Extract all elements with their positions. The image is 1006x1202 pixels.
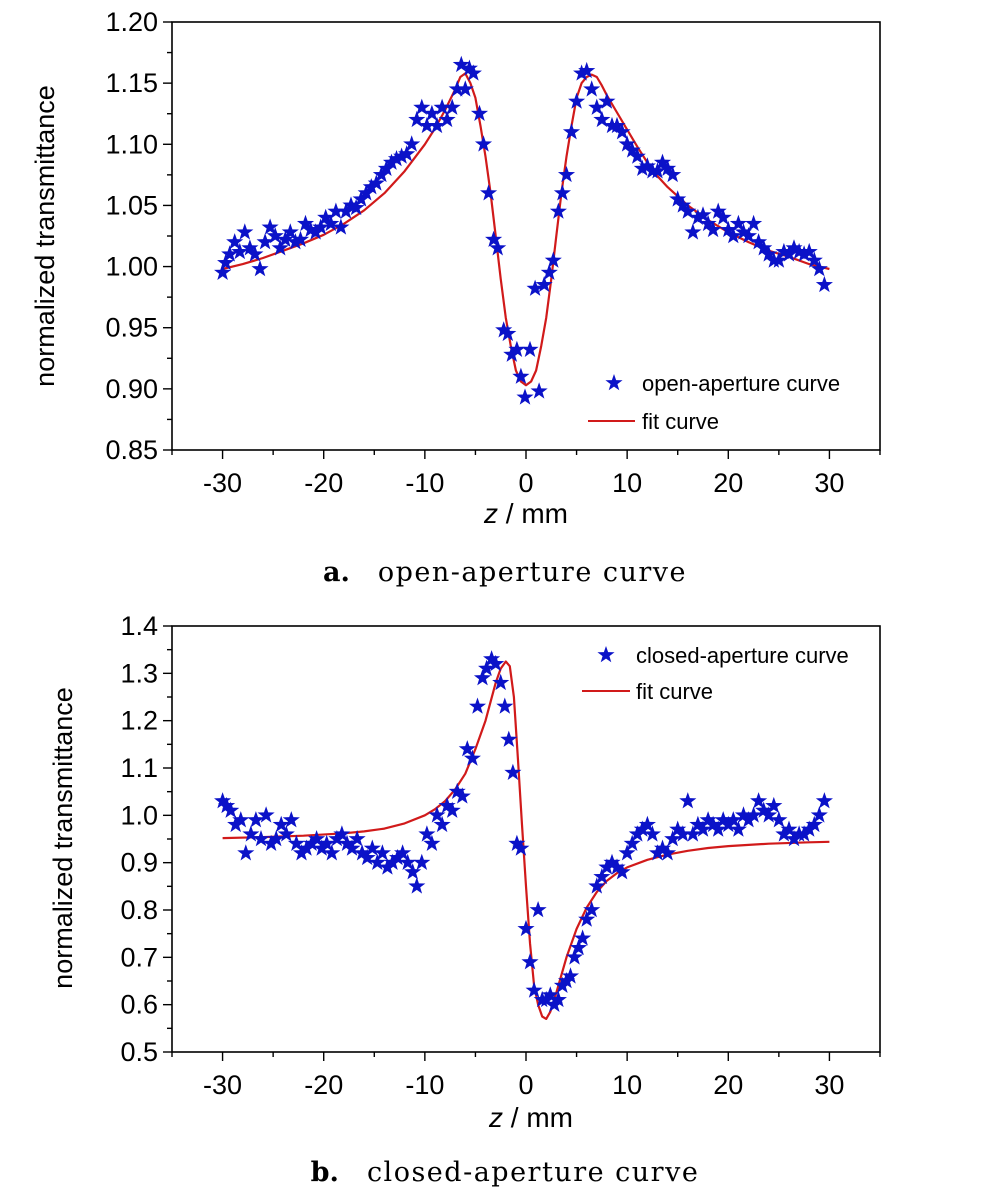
- data-point-star: [468, 697, 487, 714]
- y-tick-label: 1.0: [120, 800, 158, 830]
- data-point-star: [500, 730, 518, 747]
- x-tick-label: -20: [304, 468, 343, 498]
- data-point-star: [525, 981, 543, 998]
- x-ticks: -30 -20 -10 0 10 20 30: [171, 450, 881, 498]
- data-point-star: [745, 214, 763, 232]
- y-tick-label: 1.05: [105, 190, 158, 220]
- x-tick-label: 20: [713, 468, 743, 498]
- data-point-star: [815, 275, 833, 293]
- fit-curve-line: [222, 660, 830, 1020]
- legend-entry-open-aperture: open-aperture curve: [642, 371, 840, 396]
- data-point-star: [815, 792, 833, 809]
- y-axis-label: normalized transmittance: [48, 687, 78, 989]
- x-tick-label: 30: [814, 468, 844, 498]
- data-point-star: [684, 223, 702, 240]
- legend-star-marker: [597, 646, 615, 663]
- legend-entry-fit: fit curve: [636, 679, 713, 704]
- x-tick-label: 0: [518, 1070, 533, 1100]
- x-axis-label: z / mm: [483, 498, 568, 529]
- y-tick-label: 1.3: [120, 658, 158, 688]
- open-aperture-chart: -30 -20 -10 0 10 20 30 0.85 0.90 0.95 1.00 1.05 1.1…: [30, 7, 881, 529]
- data-point-star: [251, 260, 269, 277]
- y-tick-label: 1.20: [105, 7, 158, 37]
- caption-b: b. closed-aperture curve: [311, 1157, 700, 1188]
- y-tick-label: 1.1: [120, 753, 158, 783]
- data-point-star: [562, 123, 581, 140]
- y-tick-label: 0.9: [120, 848, 158, 878]
- y-tick-label: 1.15: [105, 68, 158, 98]
- data-point-star: [236, 223, 254, 240]
- data-point-star: [480, 184, 498, 201]
- x-tick-label: -10: [405, 468, 444, 498]
- data-point-star: [557, 165, 576, 183]
- fit-curve-series: [222, 660, 830, 1020]
- y-tick-label: 0.6: [120, 990, 158, 1020]
- x-tick-label: 10: [612, 1070, 642, 1100]
- legend-star-marker: [605, 374, 623, 391]
- legend-entry-fit: fit curve: [642, 409, 719, 434]
- data-point-star: [521, 340, 539, 357]
- data-point-star: [496, 697, 514, 714]
- x-tick-label: -10: [405, 1070, 444, 1100]
- x-tick-label: -20: [304, 1070, 343, 1100]
- x-tick-label: -30: [203, 468, 242, 498]
- y-tick-label: 0.85: [105, 435, 158, 465]
- y-ticks: 0.85 0.90 0.95 1.00 1.05 1.10 1.15 1.20: [105, 7, 172, 465]
- data-point-star: [237, 844, 255, 861]
- x-tick-label: 0: [518, 468, 533, 498]
- y-tick-label: 1.00: [105, 252, 158, 282]
- open-aperture-series: [214, 55, 833, 405]
- data-point-star: [679, 792, 697, 809]
- closed-aperture-chart: -30 -20 -10 0 10 20 30 0.5 0.6 0.7 0.8 0.9 1.0 1.1 1.…: [48, 611, 881, 1133]
- y-tick-label: 1.2: [120, 706, 158, 736]
- x-tick-label: -30: [203, 1070, 242, 1100]
- data-point-star: [517, 919, 535, 937]
- legend-entry-closed-aperture: closed-aperture curve: [636, 643, 849, 668]
- data-point-star: [521, 953, 539, 970]
- caption-a: a. open-aperture curve: [323, 557, 687, 588]
- data-point-star: [221, 245, 239, 262]
- legend: open-aperture curve fit curve: [588, 371, 840, 434]
- data-point-star: [553, 184, 571, 201]
- data-point-star: [529, 901, 547, 918]
- data-point-star: [568, 92, 586, 109]
- y-axis-label: normalized transmittance: [30, 85, 60, 387]
- legend: closed-aperture curve fit curve: [582, 643, 849, 704]
- data-point-star: [516, 388, 534, 405]
- data-point-star: [583, 80, 601, 97]
- data-point-star: [485, 230, 503, 247]
- y-tick-label: 0.90: [105, 374, 158, 404]
- y-tick-label: 1.4: [120, 611, 158, 641]
- y-tick-label: 1.10: [105, 129, 158, 159]
- x-axis-label: z / mm: [488, 1102, 573, 1133]
- x-ticks: -30 -20 -10 0 10 20 30: [171, 1052, 881, 1100]
- data-point-star: [408, 877, 426, 894]
- y-tick-label: 0.5: [120, 1037, 158, 1067]
- data-point-star: [413, 853, 431, 870]
- y-ticks: 0.5 0.6 0.7 0.8 0.9 1.0 1.1 1.2 1.3 1.4: [120, 611, 172, 1067]
- x-tick-label: 10: [612, 468, 642, 498]
- y-tick-label: 0.95: [105, 313, 158, 343]
- y-tick-label: 0.7: [120, 942, 158, 972]
- x-tick-label: 30: [814, 1070, 844, 1100]
- y-tick-label: 0.8: [120, 895, 158, 925]
- data-point-star: [530, 382, 548, 399]
- x-tick-label: 20: [713, 1070, 743, 1100]
